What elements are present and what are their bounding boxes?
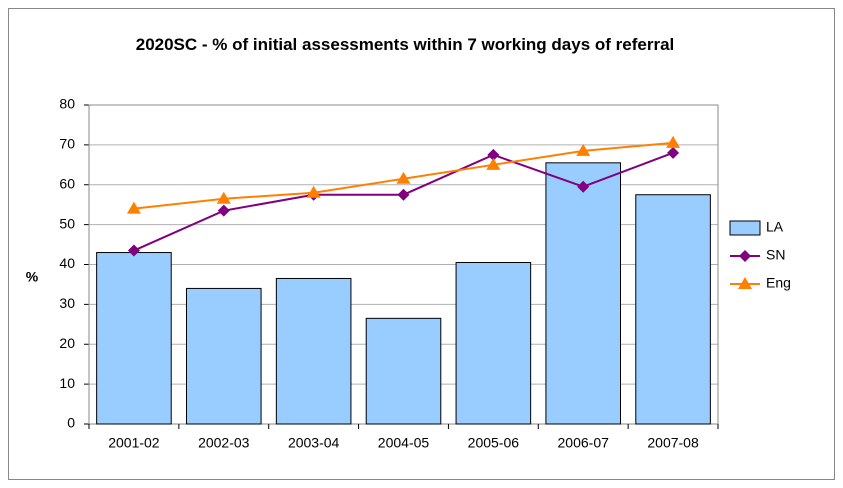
point bbox=[127, 244, 140, 257]
x-tick-label: 2006-07 bbox=[558, 435, 610, 451]
point bbox=[216, 191, 231, 204]
legend-label: LA bbox=[766, 219, 784, 235]
point bbox=[397, 188, 410, 201]
bar bbox=[635, 194, 711, 425]
legend-marker bbox=[739, 250, 751, 262]
bar bbox=[545, 162, 622, 425]
y-tick-label: 30 bbox=[59, 295, 75, 311]
point bbox=[306, 185, 321, 198]
y-tick-label: 0 bbox=[67, 415, 75, 431]
bar bbox=[365, 317, 442, 425]
x-tick-label: 2002-03 bbox=[198, 435, 250, 451]
legend-marker bbox=[738, 277, 752, 289]
point bbox=[666, 135, 681, 148]
x-tick-label: 2007-08 bbox=[647, 435, 699, 451]
bar bbox=[96, 252, 172, 425]
y-tick-label: 50 bbox=[59, 215, 75, 231]
point bbox=[217, 204, 230, 217]
y-tick-label: 60 bbox=[59, 175, 75, 191]
bar bbox=[275, 277, 352, 425]
legend-label: SN bbox=[766, 247, 785, 263]
legend-label: Eng bbox=[766, 275, 791, 291]
x-tick-label: 2005-06 bbox=[468, 435, 520, 451]
point bbox=[486, 157, 501, 170]
bar bbox=[455, 262, 532, 425]
x-tick-label: 2004-05 bbox=[378, 435, 430, 451]
y-tick-label: 70 bbox=[59, 136, 75, 152]
y-tick-label: 20 bbox=[59, 335, 75, 351]
bar bbox=[185, 287, 262, 425]
point bbox=[576, 143, 591, 156]
point bbox=[126, 201, 141, 214]
x-tick-label: 2003-04 bbox=[288, 435, 340, 451]
legend-swatch bbox=[729, 220, 761, 236]
point bbox=[487, 148, 500, 161]
point bbox=[667, 146, 680, 159]
y-tick-label: 10 bbox=[59, 375, 75, 391]
chart-title: 2020SC - % of initial assessments within… bbox=[135, 35, 675, 54]
point bbox=[577, 180, 590, 193]
y-tick-label: 80 bbox=[59, 96, 75, 112]
x-tick-label: 2001-02 bbox=[108, 435, 160, 451]
y-axis-label: % bbox=[26, 269, 39, 285]
y-tick-label: 40 bbox=[59, 255, 75, 271]
point bbox=[396, 171, 411, 184]
